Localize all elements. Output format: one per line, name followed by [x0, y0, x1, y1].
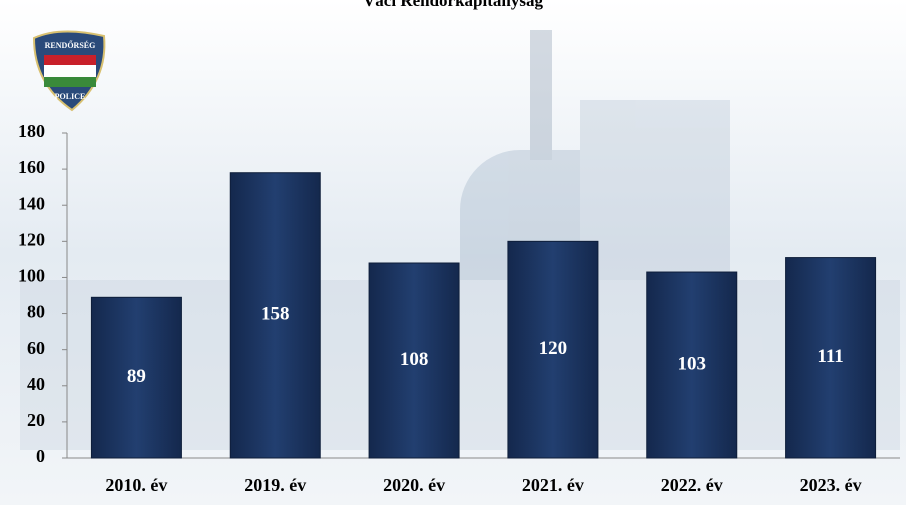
value-label: 89 — [127, 366, 146, 387]
x-tick-label: 2010. év — [105, 475, 167, 495]
bar — [785, 257, 877, 459]
value-label: 103 — [678, 353, 707, 374]
x-tick-label: 2021. év — [522, 475, 584, 495]
value-label: 111 — [817, 346, 843, 367]
bar — [229, 172, 321, 459]
y-tick-label: 100 — [18, 266, 45, 286]
y-tick-label: 0 — [36, 446, 45, 466]
logo-top-text: RENDŐRSÉG — [45, 40, 96, 50]
value-label: 158 — [261, 304, 290, 325]
y-tick-label: 180 — [18, 121, 45, 141]
bar — [368, 262, 460, 459]
x-tick-label: 2020. év — [383, 475, 445, 495]
x-tick-label: 2023. év — [800, 475, 862, 495]
police-logo: RENDŐRSÉG POLICE — [32, 30, 106, 112]
value-label: 120 — [539, 338, 568, 359]
logo-bottom-text: POLICE — [55, 92, 86, 101]
y-tick-label: 20 — [27, 410, 45, 430]
x-tick-label: 2022. év — [661, 475, 723, 495]
bar — [90, 296, 182, 459]
value-label: 108 — [400, 349, 429, 370]
y-tick-label: 120 — [18, 229, 45, 249]
y-tick-label: 160 — [18, 157, 45, 177]
y-tick-label: 140 — [18, 193, 45, 213]
x-tick-label: 2019. év — [244, 475, 306, 495]
y-tick-label: 80 — [27, 302, 45, 322]
bar — [507, 240, 599, 459]
y-tick-label: 60 — [27, 338, 45, 358]
y-tick-label: 40 — [27, 374, 45, 394]
bar — [646, 271, 738, 459]
chart-title: Váci Rendőrkapitányság — [363, 0, 543, 10]
